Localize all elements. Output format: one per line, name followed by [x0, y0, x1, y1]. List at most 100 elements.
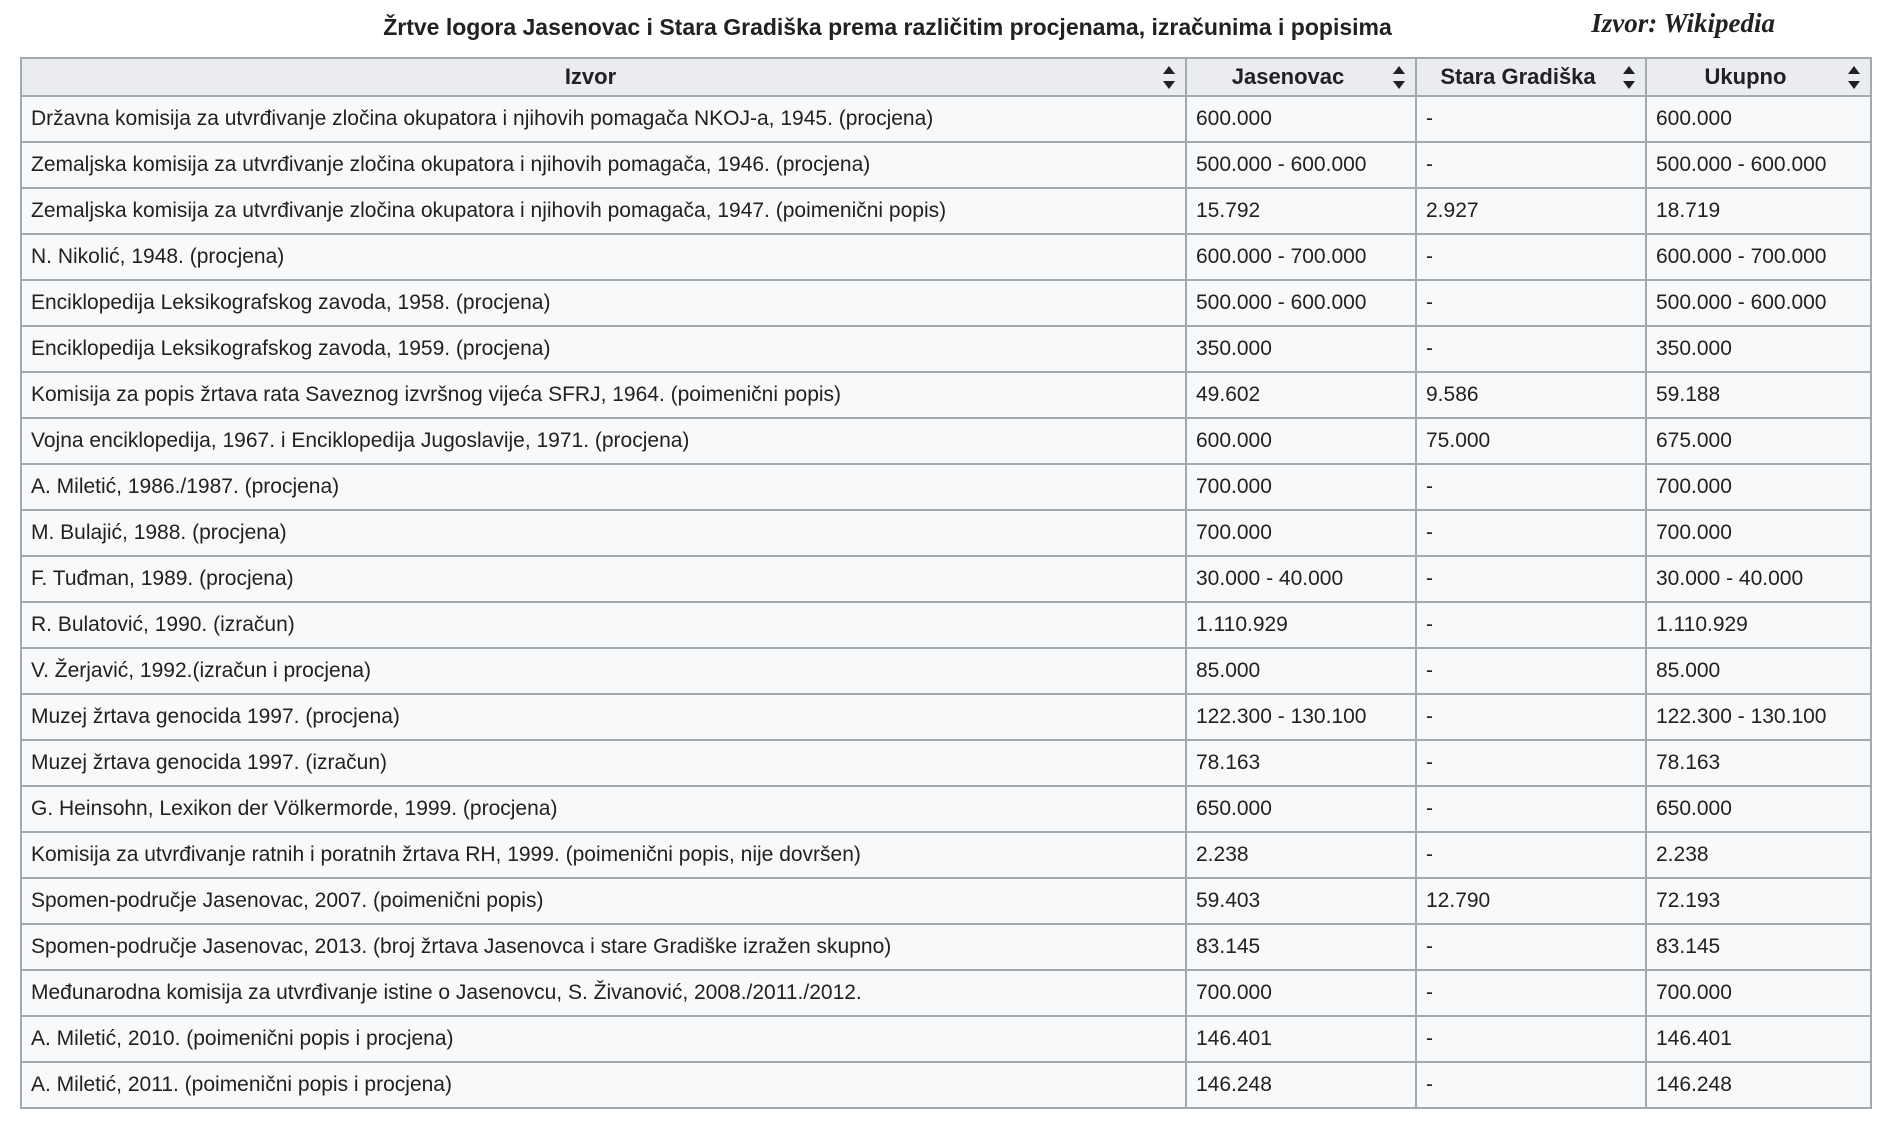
- cell-izvor: Spomen-područje Jasenovac, 2007. (poimen…: [20, 877, 1187, 925]
- column-header-izvor[interactable]: Izvor: [20, 57, 1187, 97]
- cell-izvor: V. Žerjavić, 1992.(izračun i procjena): [20, 647, 1187, 695]
- table-row: Zemaljska komisija za utvrđivanje zločin…: [20, 141, 1872, 189]
- cell-izvor: Zemaljska komisija za utvrđivanje zločin…: [20, 187, 1187, 235]
- cell-izvor: Muzej žrtava genocida 1997. (izračun): [20, 739, 1187, 787]
- sort-icon[interactable]: [1163, 65, 1176, 90]
- cell-izvor: Enciklopedija Leksikografskog zavoda, 19…: [20, 279, 1187, 327]
- cell-ukupno: 700.000: [1645, 969, 1872, 1017]
- table-row: Spomen-područje Jasenovac, 2007. (poimen…: [20, 877, 1872, 925]
- cell-jasenovac: 2.238: [1185, 831, 1417, 879]
- table-header-area: Žrtve logora Jasenovac i Stara Gradiška …: [0, 0, 1900, 57]
- cell-jasenovac: 500.000 - 600.000: [1185, 141, 1417, 189]
- cell-jasenovac: 83.145: [1185, 923, 1417, 971]
- sort-icon[interactable]: [1623, 65, 1636, 90]
- cell-izvor: Enciklopedija Leksikografskog zavoda, 19…: [20, 325, 1187, 373]
- cell-izvor: Spomen-područje Jasenovac, 2013. (broj ž…: [20, 923, 1187, 971]
- sort-icon[interactable]: [1848, 65, 1861, 90]
- cell-jasenovac: 146.248: [1185, 1061, 1417, 1109]
- cell-ukupno: 600.000 - 700.000: [1645, 233, 1872, 281]
- cell-izvor: Zemaljska komisija za utvrđivanje zločin…: [20, 141, 1187, 189]
- table-row: F. Tuđman, 1989. (procjena) 30.000 - 40.0…: [20, 555, 1872, 603]
- cell-ukupno: 85.000: [1645, 647, 1872, 695]
- cell-stara-gradiska: -: [1415, 1015, 1647, 1063]
- cell-ukupno: 72.193: [1645, 877, 1872, 925]
- column-header-ukupno[interactable]: Ukupno: [1645, 57, 1872, 97]
- victims-estimates-table: Izvor Jasenovac Stara Gradiška Ukupno Dr…: [20, 57, 1872, 1109]
- cell-stara-gradiska: -: [1415, 463, 1647, 511]
- cell-jasenovac: 146.401: [1185, 1015, 1417, 1063]
- cell-izvor: Vojna enciklopedija, 1967. i Enciklopedi…: [20, 417, 1187, 465]
- cell-jasenovac: 600.000: [1185, 95, 1417, 143]
- cell-ukupno: 650.000: [1645, 785, 1872, 833]
- cell-jasenovac: 650.000: [1185, 785, 1417, 833]
- column-header-jasenovac[interactable]: Jasenovac: [1185, 57, 1417, 97]
- table-row: Zemaljska komisija za utvrđivanje zločin…: [20, 187, 1872, 235]
- table-row: Enciklopedija Leksikografskog zavoda, 19…: [20, 325, 1872, 373]
- column-header-label: Izvor: [564, 64, 617, 89]
- cell-ukupno: 700.000: [1645, 509, 1872, 557]
- cell-jasenovac: 49.602: [1185, 371, 1417, 419]
- cell-ukupno: 2.238: [1645, 831, 1872, 879]
- cell-ukupno: 675.000: [1645, 417, 1872, 465]
- cell-izvor: Muzej žrtava genocida 1997. (procjena): [20, 693, 1187, 741]
- cell-ukupno: 500.000 - 600.000: [1645, 279, 1872, 327]
- cell-stara-gradiska: -: [1415, 141, 1647, 189]
- cell-stara-gradiska: -: [1415, 325, 1647, 373]
- source-attribution: Izvor: Wikipedia: [1591, 8, 1775, 38]
- column-header-stara-gradiska[interactable]: Stara Gradiška: [1415, 57, 1647, 97]
- cell-stara-gradiska: -: [1415, 509, 1647, 557]
- table-row: A. Miletić, 2011. (poimenični popis i pr…: [20, 1061, 1872, 1109]
- cell-izvor: Državna komisija za utvrđivanje zločina …: [20, 95, 1187, 143]
- table-row: Vojna enciklopedija, 1967. i Enciklopedi…: [20, 417, 1872, 465]
- table-row: V. Žerjavić, 1992.(izračun i procjena) 85…: [20, 647, 1872, 695]
- cell-ukupno: 700.000: [1645, 463, 1872, 511]
- cell-stara-gradiska: -: [1415, 647, 1647, 695]
- cell-izvor: A. Miletić, 2011. (poimenični popis i pr…: [20, 1061, 1187, 1109]
- column-header-label: Ukupno: [1704, 64, 1787, 89]
- cell-izvor: M. Bulajić, 1988. (procjena): [20, 509, 1187, 557]
- cell-stara-gradiska: 75.000: [1415, 417, 1647, 465]
- cell-jasenovac: 600.000 - 700.000: [1185, 233, 1417, 281]
- cell-stara-gradiska: -: [1415, 785, 1647, 833]
- sort-icon[interactable]: [1393, 65, 1406, 90]
- cell-ukupno: 83.145: [1645, 923, 1872, 971]
- page-title: Žrtve logora Jasenovac i Stara Gradiška …: [383, 14, 1392, 40]
- cell-ukupno: 59.188: [1645, 371, 1872, 419]
- cell-stara-gradiska: -: [1415, 831, 1647, 879]
- cell-stara-gradiska: -: [1415, 555, 1647, 603]
- cell-stara-gradiska: -: [1415, 601, 1647, 649]
- cell-izvor: A. Miletić, 1986./1987. (procjena): [20, 463, 1187, 511]
- cell-izvor: A. Miletić, 2010. (poimenični popis i pr…: [20, 1015, 1187, 1063]
- cell-stara-gradiska: 2.927: [1415, 187, 1647, 235]
- column-header-label: Jasenovac: [1231, 64, 1345, 89]
- column-header-label: Stara Gradiška: [1440, 64, 1596, 89]
- table-row: Spomen-područje Jasenovac, 2013. (broj ž…: [20, 923, 1872, 971]
- cell-stara-gradiska: -: [1415, 279, 1647, 327]
- cell-jasenovac: 122.300 - 130.100: [1185, 693, 1417, 741]
- cell-stara-gradiska: -: [1415, 923, 1647, 971]
- header-row: Izvor Jasenovac Stara Gradiška Ukupno: [20, 57, 1872, 97]
- cell-izvor: Komisija za popis žrtava rata Saveznog i…: [20, 371, 1187, 419]
- table-body: Državna komisija za utvrđivanje zločina …: [20, 95, 1872, 1109]
- cell-jasenovac: 59.403: [1185, 877, 1417, 925]
- cell-stara-gradiska: -: [1415, 1061, 1647, 1109]
- cell-jasenovac: 500.000 - 600.000: [1185, 279, 1417, 327]
- cell-izvor: Komisija za utvrđivanje ratnih i poratni…: [20, 831, 1187, 879]
- table-row: R. Bulatović, 1990. (izračun) 1.110.929-1…: [20, 601, 1872, 649]
- cell-stara-gradiska: -: [1415, 693, 1647, 741]
- cell-jasenovac: 30.000 - 40.000: [1185, 555, 1417, 603]
- table-row: Komisija za popis žrtava rata Saveznog i…: [20, 371, 1872, 419]
- cell-ukupno: 500.000 - 600.000: [1645, 141, 1872, 189]
- cell-ukupno: 122.300 - 130.100: [1645, 693, 1872, 741]
- cell-jasenovac: 600.000: [1185, 417, 1417, 465]
- table-row: Komisija za utvrđivanje ratnih i poratni…: [20, 831, 1872, 879]
- cell-izvor: Međunarodna komisija za utvrđivanje isti…: [20, 969, 1187, 1017]
- cell-izvor: F. Tuđman, 1989. (procjena): [20, 555, 1187, 603]
- table-head: Izvor Jasenovac Stara Gradiška Ukupno: [20, 57, 1872, 97]
- table-row: N. Nikolić, 1948. (procjena) 600.000 - 70…: [20, 233, 1872, 281]
- table-row: M. Bulajić, 1988. (procjena) 700.000-700.…: [20, 509, 1872, 557]
- cell-jasenovac: 1.110.929: [1185, 601, 1417, 649]
- table-row: Muzej žrtava genocida 1997. (izračun) 78.…: [20, 739, 1872, 787]
- cell-stara-gradiska: -: [1415, 95, 1647, 143]
- cell-ukupno: 600.000: [1645, 95, 1872, 143]
